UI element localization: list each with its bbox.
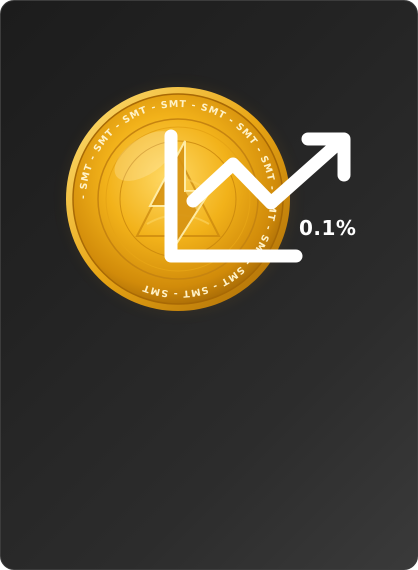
percent-change-label: 0.1% <box>299 216 357 240</box>
trend-up-arrow-icon <box>151 111 381 281</box>
